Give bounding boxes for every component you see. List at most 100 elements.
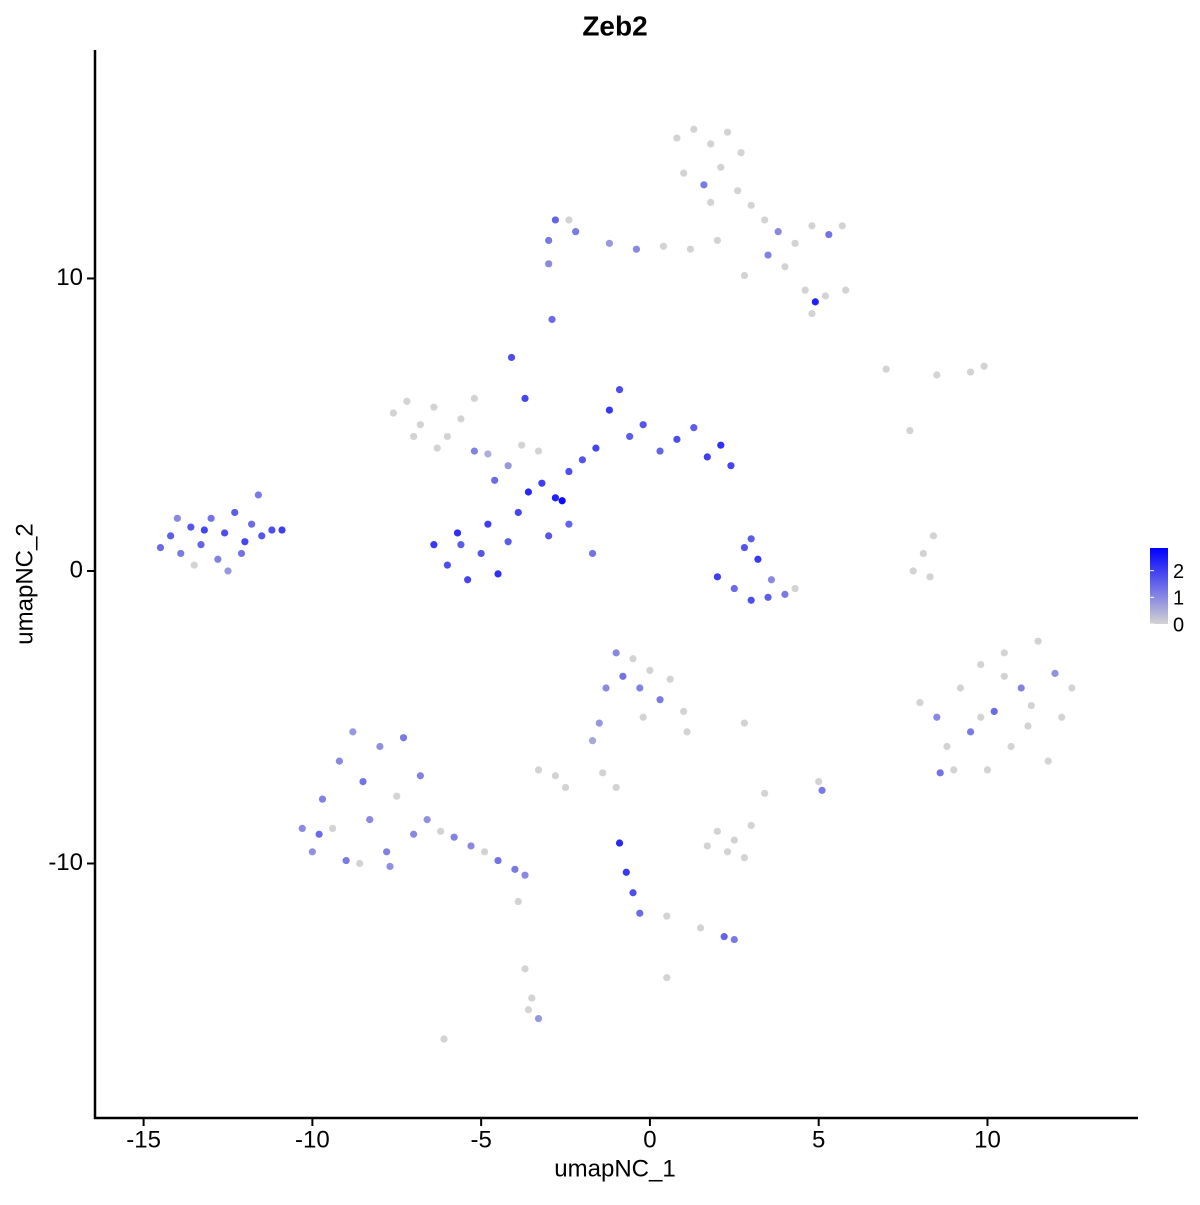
point <box>791 239 799 247</box>
point <box>592 444 600 452</box>
point <box>713 236 722 245</box>
x-tick-label: -15 <box>126 1126 161 1153</box>
point <box>167 532 175 540</box>
point <box>977 660 985 669</box>
point <box>545 260 553 268</box>
point <box>187 523 195 531</box>
point <box>410 432 418 441</box>
point <box>713 827 722 835</box>
point <box>511 865 519 873</box>
point <box>443 432 451 441</box>
points <box>156 125 1076 1043</box>
point <box>389 409 397 417</box>
point <box>403 397 411 405</box>
point <box>565 467 573 476</box>
point <box>808 222 816 230</box>
point <box>929 532 938 540</box>
point <box>248 520 256 528</box>
point <box>480 848 489 856</box>
point <box>356 859 364 868</box>
point <box>558 497 566 505</box>
point <box>605 239 614 247</box>
point <box>342 856 350 865</box>
point <box>703 453 711 461</box>
point <box>551 772 560 780</box>
point <box>349 728 357 736</box>
point <box>720 933 728 941</box>
point <box>764 251 772 259</box>
point <box>430 541 438 549</box>
point <box>366 816 374 824</box>
point <box>747 821 755 830</box>
point <box>842 286 850 294</box>
point <box>916 699 924 707</box>
point <box>723 848 732 856</box>
point <box>906 426 914 435</box>
point <box>504 462 512 470</box>
point <box>615 839 624 847</box>
point <box>919 549 927 558</box>
point <box>599 769 607 777</box>
point <box>507 353 516 362</box>
point <box>713 573 722 581</box>
point <box>737 149 745 157</box>
point <box>1051 669 1059 677</box>
y-tick-label: 0 <box>70 556 83 583</box>
point <box>629 889 637 897</box>
point <box>956 684 965 692</box>
point <box>464 576 472 584</box>
point <box>437 827 445 835</box>
point <box>700 181 708 189</box>
point <box>457 415 465 423</box>
point <box>740 719 749 727</box>
point <box>278 526 286 534</box>
point <box>528 994 536 1002</box>
point <box>156 543 165 552</box>
y-tick-label: -10 <box>48 849 83 876</box>
point <box>781 590 789 598</box>
point <box>636 684 644 692</box>
point <box>470 394 478 402</box>
point <box>612 649 620 657</box>
point <box>825 230 833 239</box>
point <box>663 912 671 920</box>
point <box>622 868 630 876</box>
point <box>1000 649 1008 657</box>
point <box>308 848 316 856</box>
point <box>936 769 944 777</box>
point <box>690 125 698 133</box>
point <box>673 134 681 142</box>
point <box>683 728 691 736</box>
y-tick-label: 10 <box>56 264 83 291</box>
point <box>254 491 262 499</box>
point <box>646 666 654 675</box>
point <box>717 163 725 171</box>
point <box>730 836 738 844</box>
point <box>811 298 819 306</box>
point <box>983 766 992 774</box>
point <box>791 584 799 593</box>
point <box>602 684 610 692</box>
point <box>518 441 526 449</box>
point <box>534 447 543 455</box>
point <box>723 128 732 136</box>
x-tick-label: -10 <box>295 1126 330 1153</box>
point <box>565 216 573 224</box>
point <box>774 228 782 236</box>
point <box>494 856 502 865</box>
point <box>639 713 647 721</box>
point <box>538 479 546 487</box>
point <box>457 541 465 549</box>
point <box>504 538 512 546</box>
x-tick-label: 5 <box>812 1126 825 1153</box>
x-tick-label: 0 <box>643 1126 656 1153</box>
colorbar <box>1150 548 1168 624</box>
point <box>453 529 462 537</box>
point <box>636 909 644 917</box>
point <box>237 549 246 558</box>
point <box>359 777 367 786</box>
point <box>980 362 988 370</box>
point <box>966 728 975 736</box>
point <box>909 567 917 575</box>
